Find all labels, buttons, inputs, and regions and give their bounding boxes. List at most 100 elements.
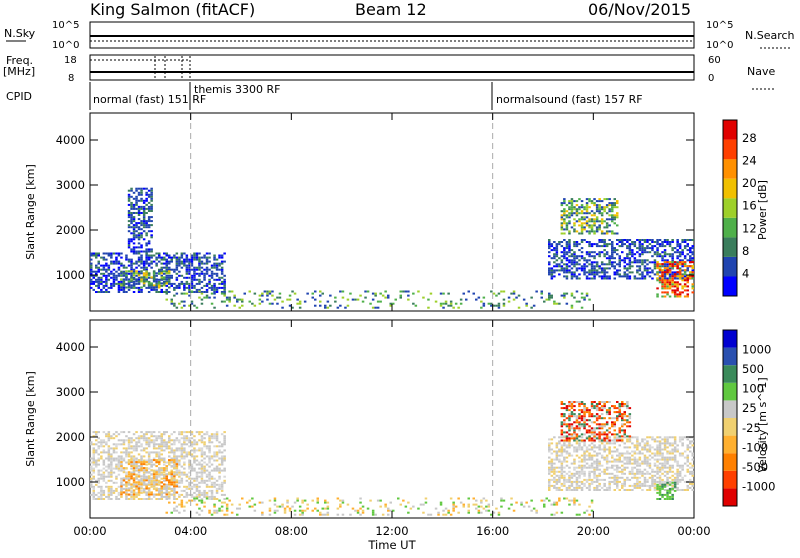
range-gate-cell <box>198 297 201 299</box>
range-gate-cell <box>588 259 591 261</box>
range-gate-cell <box>176 265 179 267</box>
range-gate-cell <box>198 265 201 267</box>
range-gate-cell <box>324 305 327 307</box>
range-gate-cell <box>213 504 216 506</box>
range-gate-cell <box>140 259 143 261</box>
range-gate-cell <box>140 246 143 248</box>
range-gate-cell <box>641 239 644 241</box>
range-gate-cell <box>148 263 151 265</box>
range-gate-cell <box>591 471 594 473</box>
range-gate-cell <box>103 285 106 287</box>
range-gate-cell <box>669 243 672 245</box>
range-gate-cell <box>193 255 196 257</box>
range-gate-cell <box>661 496 664 498</box>
range-gate-cell <box>561 224 564 226</box>
range-gate-cell <box>593 220 596 222</box>
range-gate-cell <box>583 411 586 413</box>
range-gate-cell <box>578 401 581 403</box>
range-gate-cell <box>530 500 533 502</box>
range-gate-cell <box>588 467 591 469</box>
range-gate-cell <box>588 477 591 479</box>
range-gate-cell <box>115 435 118 437</box>
range-gate-cell <box>621 419 624 421</box>
range-gate-cell <box>140 267 143 269</box>
range-gate-cell <box>591 431 594 433</box>
range-gate-cell <box>596 407 599 409</box>
range-gate-cell <box>148 277 151 279</box>
range-gate-cell <box>135 196 138 198</box>
range-gate-cell <box>591 403 594 405</box>
range-gate-cell <box>155 283 158 285</box>
range-gate-cell <box>583 226 586 228</box>
range-gate-cell <box>143 200 146 202</box>
range-gate-cell <box>128 498 131 500</box>
range-gate-cell <box>573 222 576 224</box>
range-gate-cell <box>649 485 652 487</box>
range-gate-cell <box>571 423 574 425</box>
range-gate-cell <box>173 508 176 510</box>
range-gate-cell <box>128 270 131 272</box>
range-gate-cell <box>128 471 131 473</box>
range-gate-cell <box>178 285 181 287</box>
range-gate-cell <box>676 285 679 287</box>
range-gate-cell <box>568 485 571 487</box>
range-gate-cell <box>639 465 642 467</box>
range-gate-cell <box>158 291 161 293</box>
range-gate-cell <box>626 467 629 469</box>
range-gate-cell <box>221 287 224 289</box>
range-gate-cell <box>143 188 146 190</box>
range-gate-cell <box>284 512 287 514</box>
range-gate-cell <box>563 435 566 437</box>
range-gate-cell <box>140 244 143 246</box>
range-gate-cell <box>593 429 596 431</box>
range-gate-cell <box>641 483 644 485</box>
range-gate-cell <box>634 473 637 475</box>
range-gate-cell <box>608 263 611 265</box>
range-gate-cell <box>103 259 106 261</box>
range-gate-cell <box>616 459 619 461</box>
range-gate-cell <box>123 272 126 274</box>
range-gate-cell <box>201 472 204 474</box>
range-gate-cell <box>659 492 662 494</box>
range-gate-cell <box>624 453 627 455</box>
range-gate-cell <box>598 407 601 409</box>
range-gate-cell <box>191 301 194 303</box>
range-gate-cell <box>576 514 579 516</box>
range-gate-cell <box>571 275 574 277</box>
range-gate-cell <box>568 437 571 439</box>
range-gate-cell <box>148 460 151 462</box>
range-gate-cell <box>593 455 596 457</box>
range-gate-cell <box>661 455 664 457</box>
range-gate-cell <box>186 443 189 445</box>
range-gate-cell <box>687 465 690 467</box>
range-gate-cell <box>674 283 677 285</box>
range-gate-cell <box>181 267 184 269</box>
range-gate-cell <box>135 224 138 226</box>
range-gate-cell <box>535 291 538 293</box>
range-gate-cell <box>98 277 101 279</box>
range-gate-cell <box>573 427 576 429</box>
range-gate-cell <box>130 190 133 192</box>
range-gate-cell <box>352 299 355 301</box>
range-gate-cell <box>110 476 113 478</box>
range-gate-cell <box>586 278 589 280</box>
range-gate-cell <box>649 487 652 489</box>
range-gate-cell <box>568 261 571 263</box>
range-gate-cell <box>561 475 564 477</box>
range-gate-cell <box>186 277 189 279</box>
range-gate-cell <box>143 218 146 220</box>
range-gate-cell <box>548 273 551 275</box>
range-gate-cell <box>140 270 143 272</box>
range-gate-cell <box>611 457 614 459</box>
range-gate-cell <box>211 476 214 478</box>
range-gate-cell <box>168 255 171 257</box>
range-gate-cell <box>689 479 692 481</box>
range-gate-cell <box>211 498 214 500</box>
range-gate-cell <box>128 214 131 216</box>
range-gate-cell <box>299 510 302 512</box>
range-gate-cell <box>578 405 581 407</box>
range-gate-cell <box>684 269 687 271</box>
range-gate-cell <box>518 295 521 297</box>
range-gate-cell <box>145 483 148 485</box>
range-gate-cell <box>171 443 174 445</box>
